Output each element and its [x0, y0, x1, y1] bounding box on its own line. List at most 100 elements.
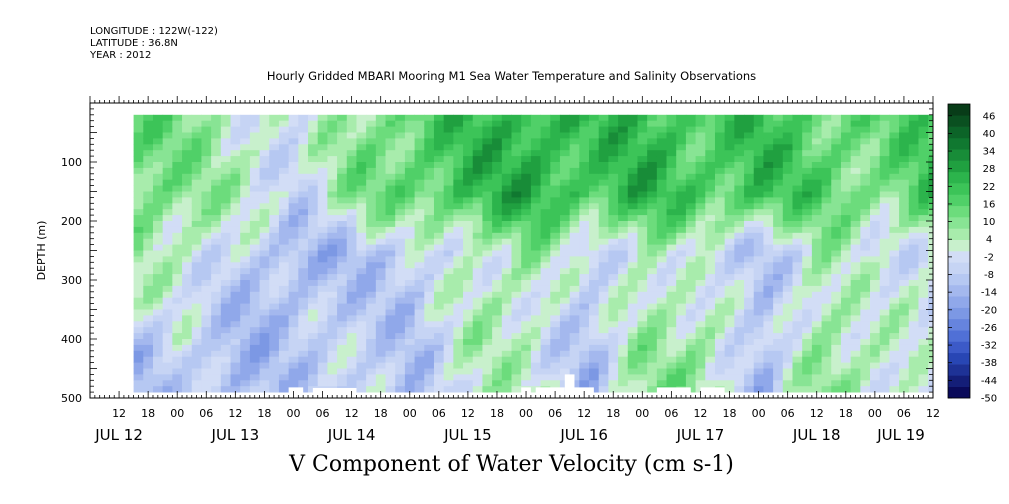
- field-cell: [346, 150, 357, 157]
- field-cell: [744, 126, 755, 133]
- field-cell: [831, 280, 842, 287]
- field-cell: [821, 250, 832, 257]
- field-cell: [589, 256, 600, 263]
- field-cell: [308, 203, 319, 210]
- field-cell: [482, 356, 493, 363]
- field-cell: [298, 226, 309, 234]
- field-cell: [133, 333, 144, 340]
- field-cell: [773, 179, 784, 186]
- field-cell: [259, 162, 270, 169]
- field-cell: [744, 297, 755, 304]
- field-cell: [792, 362, 803, 369]
- field-cell: [259, 150, 270, 157]
- field-cell: [172, 144, 183, 151]
- field-cell: [308, 185, 319, 192]
- field-cell: [753, 156, 764, 163]
- field-cell: [879, 268, 890, 275]
- field-cell: [540, 309, 551, 316]
- field-cell: [162, 291, 173, 299]
- field-cell: [182, 368, 193, 375]
- field-cell: [511, 327, 522, 334]
- field-cell: [647, 333, 658, 340]
- field-cell: [792, 350, 803, 358]
- field-cell: [821, 150, 832, 157]
- field-cell: [385, 344, 396, 352]
- field-cell: [792, 114, 803, 122]
- field-cell: [530, 173, 541, 181]
- field-cell: [172, 126, 183, 133]
- field-cell: [559, 321, 571, 328]
- field-cell: [385, 274, 396, 281]
- field-cell: [511, 285, 522, 293]
- field-cell: [918, 339, 929, 346]
- field-cell: [162, 185, 173, 192]
- field-cell: [482, 262, 493, 269]
- field-cell: [666, 120, 677, 127]
- field-cell: [870, 274, 881, 281]
- x-hour-label: 12: [577, 407, 591, 420]
- field-cell: [811, 120, 822, 127]
- field-cell: [308, 179, 319, 186]
- field-cell: [521, 280, 532, 287]
- field-cell: [705, 303, 716, 310]
- field-cell: [249, 144, 260, 151]
- field-cell: [860, 150, 871, 157]
- field-cell: [695, 309, 706, 316]
- field-cell: [172, 339, 183, 346]
- field-cell: [802, 268, 813, 275]
- field-cell: [918, 209, 929, 216]
- x-hour-label: 06: [664, 407, 678, 420]
- x-axis: 12 18 00 06 12 18 00 06 12 18 00 06 12 18 00 06 12 18 00 06…: [89, 96, 940, 444]
- field-cell: [666, 232, 677, 240]
- field-cell: [298, 339, 309, 346]
- field-cell: [618, 197, 629, 204]
- field-cell: [676, 374, 687, 381]
- field-cell: [879, 150, 890, 157]
- field-cell: [249, 262, 260, 269]
- field-cell: [230, 380, 241, 387]
- field-cell: [472, 185, 483, 192]
- field-cell: [152, 274, 164, 281]
- field-cell: [889, 262, 900, 269]
- field-cell: [831, 327, 842, 334]
- field-cell: [879, 221, 890, 228]
- field-cell: [637, 179, 648, 186]
- field-cell: [482, 321, 493, 328]
- field-cell: [133, 380, 144, 387]
- field-cell: [414, 226, 425, 234]
- field-cell: [191, 132, 202, 139]
- field-cell: [734, 114, 745, 122]
- field-cell: [685, 203, 696, 210]
- field-cell: [908, 274, 919, 281]
- field-cell: [230, 209, 241, 216]
- field-cell: [928, 321, 934, 328]
- field-cell: [773, 144, 784, 151]
- field-cell: [918, 297, 929, 304]
- field-cell: [395, 321, 406, 328]
- field-cell: [385, 114, 396, 122]
- field-cell: [511, 167, 522, 175]
- field-cell: [792, 339, 803, 346]
- field-cell: [424, 291, 435, 299]
- field-cell: [162, 321, 173, 328]
- field-cell: [482, 256, 493, 263]
- field-cell: [172, 156, 183, 163]
- field-cell: [840, 250, 852, 257]
- field-cell: [501, 114, 512, 122]
- field-cell: [278, 285, 290, 293]
- field-cell: [550, 238, 561, 245]
- field-cell: [414, 344, 425, 352]
- field-cell: [211, 179, 222, 186]
- field-cell: [714, 203, 726, 210]
- field-cell: [792, 144, 803, 151]
- field-cell: [259, 339, 270, 346]
- field-cell: [211, 185, 222, 192]
- field-cell: [182, 327, 193, 334]
- field-cell: [327, 221, 338, 228]
- field-cell: [152, 315, 164, 322]
- field-cell: [337, 144, 348, 151]
- field-cell: [443, 327, 454, 334]
- field-cell: [249, 138, 260, 145]
- field-cell: [172, 350, 183, 358]
- field-cell: [753, 197, 764, 204]
